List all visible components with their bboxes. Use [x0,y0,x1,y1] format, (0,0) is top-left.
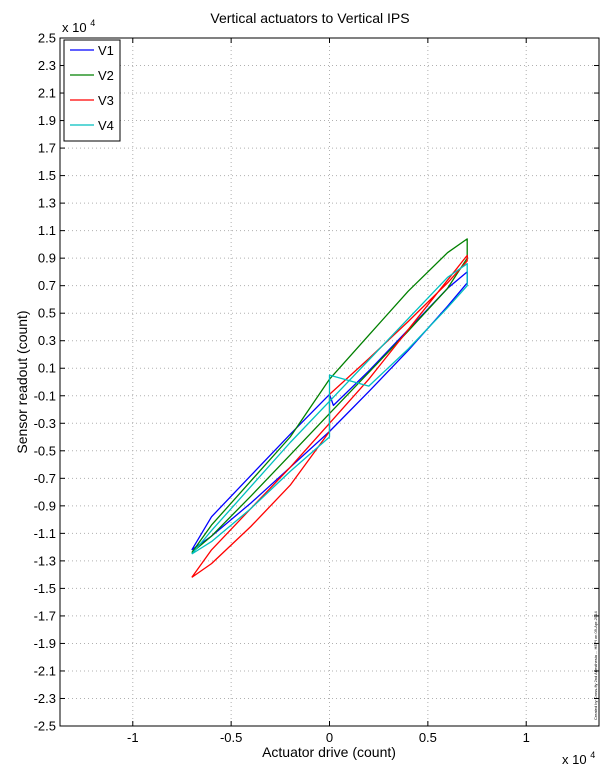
tick-group: -1 -0.5 0 0.5 1 2.5 2.3 2.1 1.9 1.7 1.5 1.3 1.1 0.9 0.… [34,31,599,745]
y-tick-label: 2.1 [38,86,56,101]
series-line-v4 [191,263,468,555]
y-tick-label: 1.1 [38,223,56,238]
legend-label-v4: V4 [98,118,114,133]
y-tick-label: -1.9 [34,636,56,651]
y-tick-label: 2.5 [38,31,56,46]
x-tick-label: 1 [523,730,530,745]
legend-box [63,39,121,142]
x-multiplier-base: x 10 [562,752,587,767]
y-tick-label: -2.5 [34,719,56,734]
y-multiplier-exponent: 4 [90,18,95,28]
y-tick-label: -1.7 [34,608,56,623]
y-tick-label: -2.3 [34,691,56,706]
y-tick-label: -1.1 [34,526,56,541]
x-tick-label: 0 [326,730,333,745]
series-group [191,238,468,578]
y-tick-label: 1.5 [38,168,56,183]
x-multiplier-exponent: 4 [590,750,595,760]
series-line-v2 [191,238,468,554]
y-axis-label: Sensor readout (count) [14,310,30,453]
y-multiplier: x 10 4 [62,18,95,35]
legend-label-v2: V2 [98,68,114,83]
legend: V1 V2 V3 V4 [63,39,121,142]
y-tick-label: 1.3 [38,196,56,211]
x-tick-label: 0.5 [419,730,437,745]
legend-label-v3: V3 [98,93,114,108]
y-tick-label: 2.3 [38,58,56,73]
x-tick-label: -0.5 [220,730,242,745]
y-tick-label: 1.7 [38,141,56,156]
y-tick-label: -0.1 [34,388,56,403]
y-tick-label: 0.9 [38,251,56,266]
y-tick-label: -1.5 [34,581,56,596]
y-multiplier-base: x 10 [62,20,87,35]
legend-label-v1: V1 [98,43,114,58]
y-tick-label: 0.3 [38,333,56,348]
y-tick-label: -0.3 [34,416,56,431]
side-note: Created by Cross-fly 2nd Anesthesia ... … [593,611,598,720]
chart-title: Vertical actuators to Vertical IPS [210,10,409,26]
x-tick-label: -1 [127,730,139,745]
y-tick-label: 0.7 [38,278,56,293]
y-tick-label: 0.1 [38,361,56,376]
x-axis-label: Actuator drive (count) [262,744,396,760]
y-tick-label: -0.7 [34,471,56,486]
y-tick-label: -1.3 [34,553,56,568]
y-tick-label: 0.5 [38,306,56,321]
y-tick-label: -0.5 [34,443,56,458]
y-tick-label: -2.1 [34,663,56,678]
y-tick-label: -0.9 [34,498,56,513]
series-line-v3 [191,254,468,578]
x-multiplier: x 10 4 [562,750,595,767]
y-tick-label: 1.9 [38,113,56,128]
